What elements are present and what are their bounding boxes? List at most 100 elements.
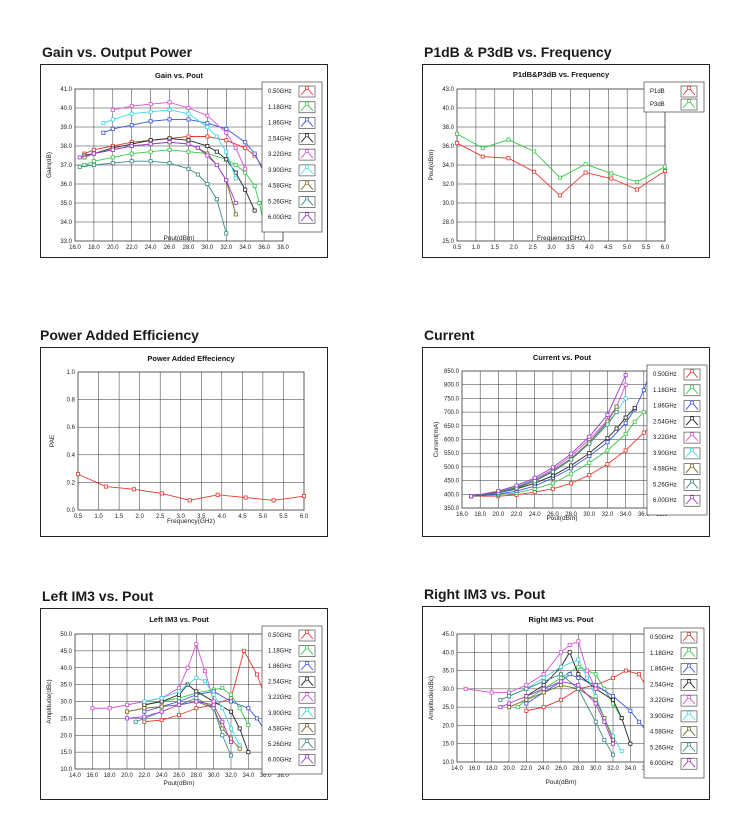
current-point-5 bbox=[569, 463, 574, 468]
pae-point-6 bbox=[243, 495, 248, 500]
pae-x-tick: 1.0 bbox=[94, 514, 103, 520]
gain-point-12 bbox=[257, 200, 262, 205]
current-point-9 bbox=[632, 419, 637, 424]
gain-vs-pout-chart: Gain vs. Pout 16.0 18.0 20.0 22.0 24.0 26.0 28.… bbox=[40, 64, 328, 258]
left-im3-chart: Left IM3 vs. Pout 14.0 16.0 18.0 20.0 22.0 24.… bbox=[40, 608, 328, 800]
lim3-point-8 bbox=[246, 750, 251, 755]
gain-point-0 bbox=[77, 164, 82, 169]
current-x-tick: 32.0 bbox=[602, 512, 614, 518]
current-y-tick: 600.0 bbox=[444, 438, 460, 444]
gain-legend-swatch bbox=[298, 148, 316, 161]
pae-point-2 bbox=[131, 487, 136, 492]
p1db-x-tick: 4.5 bbox=[604, 245, 613, 251]
rim3-x-tick: 22.0 bbox=[520, 766, 532, 772]
gain-point-9 bbox=[214, 163, 219, 168]
lim3-point-0 bbox=[142, 719, 147, 724]
lim3-legend-swatch bbox=[298, 629, 316, 642]
current-point-1 bbox=[496, 489, 501, 494]
rim3-series-line bbox=[526, 670, 657, 712]
rim3-x-tick: 30.0 bbox=[590, 766, 602, 772]
rim3-legend-swatch bbox=[680, 694, 698, 707]
gain-point-5 bbox=[167, 136, 172, 141]
gain-point-5 bbox=[167, 161, 172, 166]
gain-point-10 bbox=[233, 170, 238, 175]
p1db-point-5 bbox=[583, 170, 588, 175]
p1db-x-tick: 4.0 bbox=[585, 245, 594, 251]
lim3-point-7 bbox=[228, 726, 233, 731]
lim3-legend-label: 1.18GHz bbox=[268, 649, 292, 655]
rim3-legend-label: 2.54GHz bbox=[650, 682, 674, 688]
current-legend-marker bbox=[690, 463, 694, 468]
lim3-point-5 bbox=[211, 702, 216, 707]
current-legend-marker bbox=[690, 384, 694, 389]
p1db-point-8 bbox=[662, 164, 667, 169]
pae-y-tick: 0.2 bbox=[67, 480, 76, 486]
rim3-point-8 bbox=[628, 741, 633, 746]
pae-y-tick: 0.4 bbox=[67, 453, 76, 459]
rim3-legend-label: 6.00GHz bbox=[650, 761, 674, 767]
gain-y-tick: 38.0 bbox=[60, 144, 72, 150]
rim3-point-7 bbox=[619, 716, 624, 721]
pae-x-tick: 4.0 bbox=[218, 514, 227, 520]
gain-series-1 bbox=[82, 147, 267, 228]
section-title-rim3: Right IM3 vs. Pout bbox=[424, 586, 546, 602]
rim3-point-0 bbox=[498, 705, 503, 710]
p1db-x-tick: 6.0 bbox=[661, 245, 670, 251]
lim3-series-line bbox=[126, 701, 232, 743]
p1db-point-2 bbox=[506, 137, 511, 142]
rim3-legend-label: 0.50GHz bbox=[650, 635, 674, 641]
lim3-point-2 bbox=[159, 709, 164, 714]
gain-point-1 bbox=[91, 163, 96, 168]
current-x-tick: 28.0 bbox=[565, 512, 577, 518]
pae-y-tick: 1.0 bbox=[67, 370, 76, 376]
lim3-legend-swatch bbox=[298, 676, 316, 688]
rim3-series-line bbox=[508, 659, 623, 752]
rim3-point-5 bbox=[558, 650, 563, 655]
current-legend-swatch bbox=[683, 400, 701, 412]
pae-x-tick: 6.0 bbox=[300, 514, 309, 520]
lim3-point-9 bbox=[211, 699, 216, 704]
gain-point-8 bbox=[224, 138, 229, 143]
pae-x-tick: 3.0 bbox=[177, 514, 186, 520]
current-point-6 bbox=[587, 460, 592, 465]
p1db-legend-swatch bbox=[680, 98, 698, 111]
current-point-5 bbox=[569, 481, 574, 486]
gain-legend-swatch bbox=[298, 101, 316, 114]
current-point-9 bbox=[623, 382, 628, 387]
rim3-point-6 bbox=[610, 694, 615, 699]
current-y-tick: 850.0 bbox=[444, 369, 460, 375]
current-point-8 bbox=[623, 448, 628, 453]
lim3-series-line bbox=[135, 697, 232, 756]
gain-legend-label: 1.86GHz bbox=[268, 121, 292, 127]
gain-point-5 bbox=[167, 140, 172, 145]
lim3-legend-marker bbox=[305, 676, 309, 681]
pae-x-tick: 3.5 bbox=[197, 514, 206, 520]
rim3-point-0 bbox=[463, 686, 468, 691]
rim3-legend-label: 1.18GHz bbox=[650, 651, 674, 657]
pae-y-label: PAE bbox=[49, 434, 56, 447]
pae-title: Power Added Effeciency bbox=[147, 354, 235, 363]
lim3-legend-label: 5.26GHz bbox=[268, 742, 292, 748]
gain-point-8 bbox=[224, 149, 229, 154]
gain-point-8 bbox=[214, 149, 219, 154]
current-point-0 bbox=[469, 494, 474, 499]
gain-point-7 bbox=[205, 144, 210, 149]
rim3-x-tick: 26.0 bbox=[555, 766, 567, 772]
rim3-point-5 bbox=[610, 675, 615, 680]
section-title-pae: Power Added Efficiency bbox=[40, 327, 199, 343]
current-point-7 bbox=[605, 462, 610, 467]
current-point-8 bbox=[614, 426, 619, 431]
p1db-point-7 bbox=[635, 187, 640, 192]
gain-point-2 bbox=[148, 102, 153, 107]
current-x-tick: 26.0 bbox=[547, 512, 559, 518]
gain-y-tick: 41.0 bbox=[60, 87, 72, 93]
rim3-point-4 bbox=[576, 657, 581, 662]
gain-legend-swatch bbox=[298, 117, 316, 129]
rim3-x-tick: 28.0 bbox=[572, 766, 584, 772]
rim3-y-label: Amplitude(dBc) bbox=[428, 676, 435, 720]
gain-point-3 bbox=[148, 109, 153, 114]
gain-point-0 bbox=[110, 107, 115, 112]
current-point-7 bbox=[605, 448, 610, 453]
gain-point-8 bbox=[243, 140, 248, 145]
gain-series-8 bbox=[77, 140, 238, 205]
